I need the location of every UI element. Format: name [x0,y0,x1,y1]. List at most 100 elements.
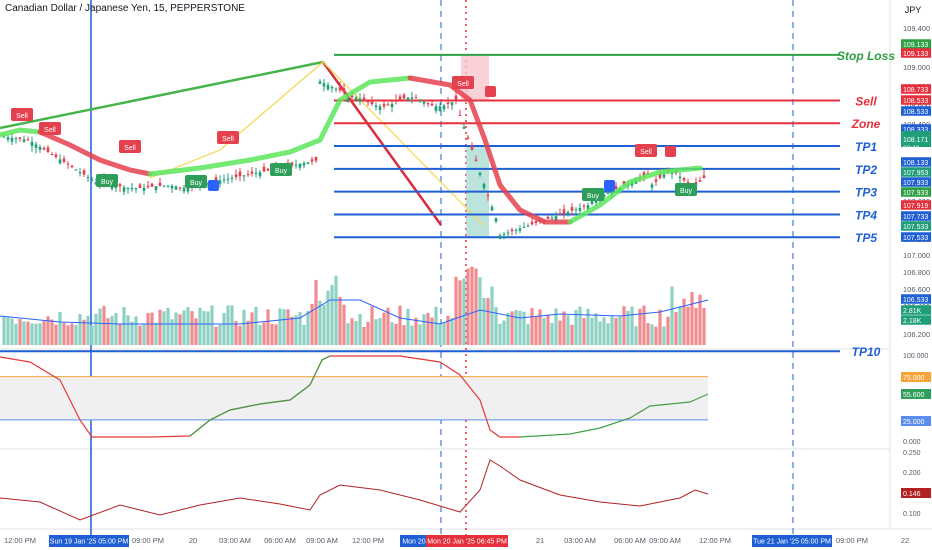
volume-bar [466,268,470,345]
price-tick-label: 109.000 [903,63,930,72]
volume-bar [454,276,458,345]
currency-selector[interactable]: JPY [904,5,922,15]
candle-body [162,185,166,187]
volume-bar [126,315,130,345]
candle-body [182,187,186,192]
price-tag: 2.81K [901,305,931,315]
candle-body [402,94,406,99]
volume-bar [206,311,210,345]
volume-bar [154,322,158,345]
volume-bar [98,308,102,345]
volume-bar [62,323,66,345]
candle-body [142,187,146,191]
volume-bar [542,317,546,345]
volume-bar [118,323,122,345]
candle-body [478,172,482,175]
volume-bar [390,322,394,345]
price-tag: 107.533 [901,232,931,242]
candle-body [410,97,414,99]
candle-body [238,171,242,177]
volume-bar [486,297,490,345]
volume-bar [554,308,558,345]
osc-tick-label: 0.146 [903,491,921,498]
candle-body [154,186,158,191]
candle-body [442,105,446,110]
volume-bar [102,306,106,345]
level-label-tp2: TP2 [855,163,877,177]
candle-body [686,181,690,184]
price-tag-text: 108.133 [903,160,928,167]
candle-body [470,145,474,150]
sell-signal-badge: Sell [11,108,33,121]
candle-body [326,85,330,90]
level-label-tp10: TP10 [852,345,881,359]
candle-body [426,103,430,105]
candle-body [166,185,170,187]
volume-bar [538,309,542,345]
price-tag: 109.133 [901,48,931,58]
volume-bar [262,322,266,345]
volume-bar [110,315,114,345]
volume-bar [54,324,58,345]
candle-body [614,185,618,190]
candle-body [622,181,626,186]
volume-bar [326,290,330,345]
volume-bar [398,305,402,345]
time-tick-label: 21 [536,536,544,545]
volume-bar [610,316,614,345]
candle-body [490,206,494,211]
volume-bar [666,316,670,345]
volume-bar [190,311,194,345]
candle-body [698,180,702,182]
volume-bar [74,324,78,345]
candle-body [118,184,122,187]
volume-bar [202,311,206,345]
candle-body [54,154,58,157]
volume-bar [394,323,398,345]
volume-bar [50,319,54,345]
candle-body [70,165,74,168]
candle-body [534,220,538,223]
volume-bar [174,312,178,345]
candle-body [554,216,558,221]
sell-signal-badge: Sell [452,76,474,89]
volume-bar [638,308,642,345]
candle-body [454,95,458,101]
candle-body [38,146,42,150]
price-tag-text: 106.533 [903,297,928,304]
candle-body [322,83,326,87]
candle-body [558,212,562,215]
time-highlight-text: Mon 20 [402,539,425,546]
volume-bar [406,308,410,345]
time-highlight-label: Tue 21 Jan '25 05:00 PM [752,535,832,547]
candle-body [510,229,514,232]
candle-body [126,187,130,189]
candle-body [22,139,26,142]
candle-body [14,138,18,140]
volume-bar [134,316,138,345]
volume-bar [198,307,202,345]
sell-signal-text: Sell [124,145,136,152]
volume-bar [30,323,34,345]
price-tag-text: 107.733 [903,214,928,221]
candle-body [314,157,318,161]
volume-bar [86,315,90,345]
volume-bar [254,306,258,345]
volume-bar [10,318,14,345]
candle-body [650,184,654,188]
sell-signal-text: Sell [640,149,652,156]
candle-body [526,225,530,227]
volume-bar [498,323,502,345]
candle-body [34,144,38,148]
price-tick-label: 107.000 [903,251,930,260]
volume-bar [350,318,354,345]
buy-signal-badge: Buy [96,174,118,187]
candle-body [338,86,342,91]
marker-icon [485,86,496,97]
volume-bar [518,310,522,345]
volume-bar [642,305,646,345]
time-tick-label: 03:00 AM [219,536,251,545]
